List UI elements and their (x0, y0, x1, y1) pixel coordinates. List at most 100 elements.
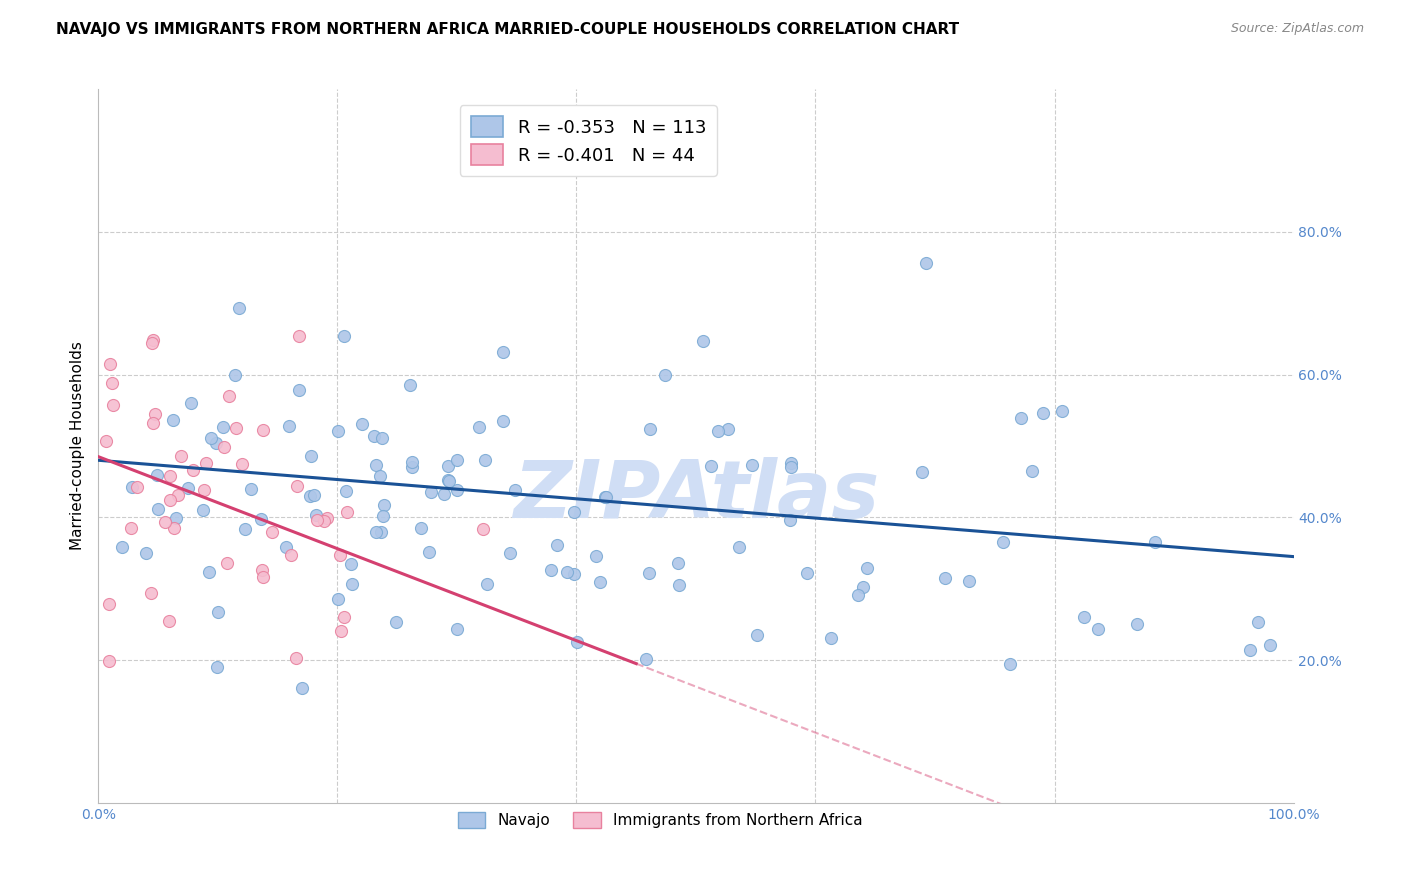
Point (446, 483, 468, 497)
Point (640, 422, 662, 436)
Point (193, 483, 215, 497)
Point (420, 485, 443, 500)
Point (437, 459, 460, 474)
Point (285, 651, 308, 665)
Point (741, 458, 763, 472)
Point (100, 376, 122, 390)
Point (373, 498, 395, 512)
Point (472, 522, 495, 536)
Point (135, 546, 157, 560)
Point (157, 614, 180, 628)
Point (368, 469, 391, 483)
Point (439, 474, 461, 488)
Point (1125, 617, 1147, 632)
Point (593, 490, 616, 504)
Point (142, 416, 165, 430)
Point (111, 540, 134, 554)
Point (588, 575, 610, 590)
Point (820, 631, 842, 645)
Point (371, 509, 394, 524)
Point (299, 449, 322, 463)
Point (121, 479, 143, 493)
Point (433, 487, 456, 501)
Point (197, 565, 219, 579)
Point (142, 333, 165, 347)
Point (180, 396, 202, 410)
Point (228, 301, 250, 315)
Point (846, 588, 869, 602)
Point (333, 328, 356, 343)
Point (595, 490, 617, 504)
Point (856, 560, 879, 574)
Point (250, 512, 273, 526)
Point (340, 558, 363, 572)
Point (398, 378, 420, 392)
Point (475, 577, 498, 591)
Point (305, 513, 328, 527)
Point (468, 419, 491, 434)
Point (366, 525, 388, 540)
Point (565, 634, 588, 648)
Point (385, 615, 408, 629)
Point (654, 368, 676, 383)
Point (991, 535, 1014, 549)
Point (326, 424, 349, 438)
Point (96, 434, 118, 448)
Point (779, 457, 801, 471)
Text: NAVAJO VS IMMIGRANTS FROM NORTHERN AFRICA MARRIED-COUPLE HOUSEHOLDS CORRELATION : NAVAJO VS IMMIGRANTS FROM NORTHERN AFRIC… (56, 22, 959, 37)
Point (336, 505, 359, 519)
Y-axis label: Married-couple Households: Married-couple Households (69, 342, 84, 550)
Point (330, 624, 353, 639)
Point (401, 460, 423, 475)
Point (350, 417, 373, 432)
Point (555, 565, 578, 579)
Point (218, 389, 240, 403)
Point (233, 522, 256, 536)
Point (1260, 639, 1282, 653)
Point (437, 473, 460, 487)
Point (333, 610, 356, 624)
Point (1032, 406, 1054, 420)
Point (146, 502, 169, 516)
Point (957, 574, 980, 589)
Point (717, 422, 740, 436)
Point (98, 357, 121, 371)
Point (217, 557, 239, 571)
Point (666, 556, 689, 570)
Point (329, 548, 352, 562)
Point (699, 459, 721, 474)
Text: ZIPAtlas: ZIPAtlas (513, 457, 879, 535)
Point (276, 540, 298, 554)
Point (288, 384, 311, 398)
Point (162, 413, 184, 427)
Point (540, 564, 562, 578)
Point (205, 660, 228, 674)
Point (1021, 464, 1043, 478)
Point (181, 463, 204, 477)
Point (1010, 410, 1032, 425)
Point (121, 521, 143, 535)
Point (1087, 623, 1109, 637)
Point (312, 515, 335, 529)
Point (205, 436, 228, 450)
Point (637, 566, 659, 580)
Point (1144, 535, 1167, 549)
Point (1073, 610, 1095, 624)
Point (562, 505, 585, 519)
Point (503, 483, 526, 497)
Point (316, 511, 339, 525)
Point (727, 540, 749, 554)
Point (401, 455, 423, 469)
Point (146, 467, 169, 482)
Point (499, 546, 522, 560)
Point (143, 407, 166, 421)
Point (163, 521, 186, 535)
Point (98, 597, 121, 611)
Point (474, 453, 496, 467)
Point (159, 468, 181, 483)
Point (212, 440, 235, 454)
Point (1239, 643, 1261, 657)
Point (492, 345, 515, 359)
Point (224, 368, 246, 383)
Point (207, 605, 229, 619)
